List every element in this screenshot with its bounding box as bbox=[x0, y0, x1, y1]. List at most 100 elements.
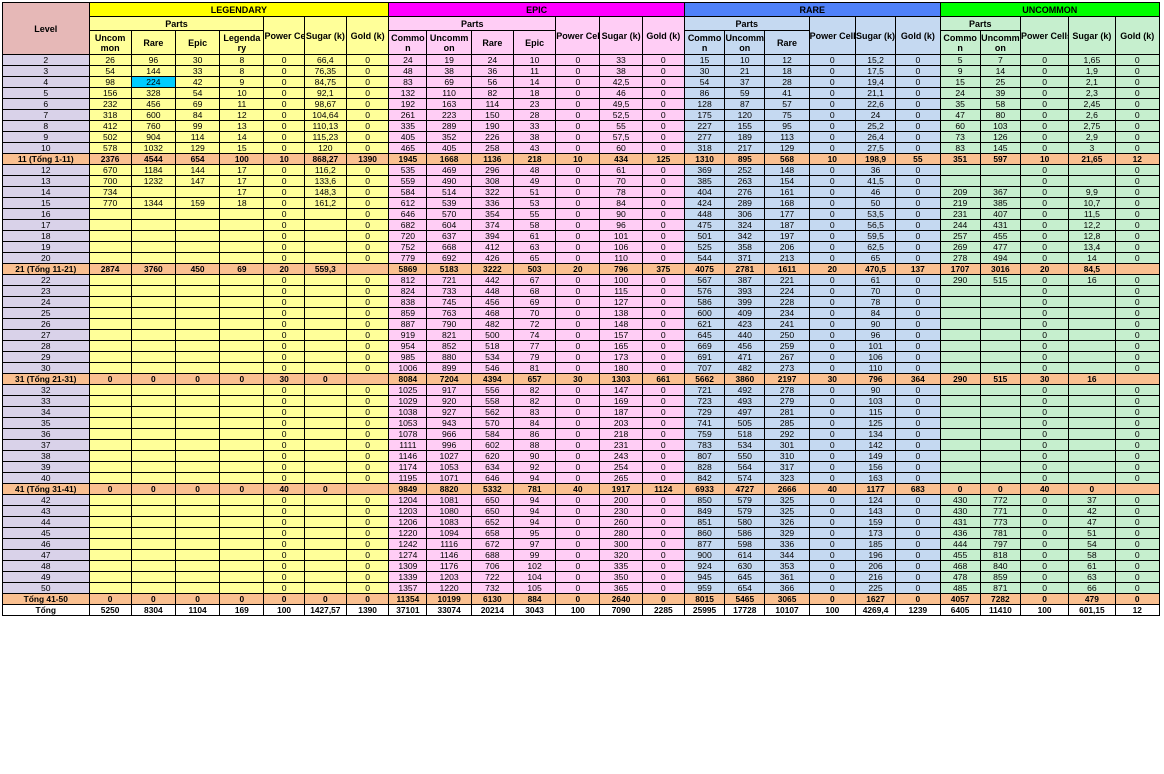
cell-epic-epic[interactable]: 43 bbox=[512, 142, 557, 154]
cell-rare-gold[interactable]: 0 bbox=[895, 340, 941, 352]
cell-leg-power-cells[interactable]: 0 bbox=[263, 461, 305, 473]
cell-unc-power-cells[interactable]: 0 bbox=[1019, 76, 1070, 88]
cell-epic-power-cells[interactable]: 0 bbox=[555, 175, 601, 187]
cell-epic-uncommon[interactable]: 637 bbox=[426, 230, 472, 242]
cell-leg-uncommon[interactable]: 2874 bbox=[88, 263, 132, 275]
cell-rare-common[interactable]: 404 bbox=[683, 186, 726, 198]
cell-leg-uncommon[interactable] bbox=[88, 571, 132, 583]
cell-unc-sugar[interactable] bbox=[1068, 285, 1116, 297]
cell-epic-sugar[interactable]: 61 bbox=[599, 164, 643, 176]
cell-epic-epic[interactable]: 58 bbox=[512, 219, 557, 231]
cell-epic-rare[interactable]: 646 bbox=[470, 472, 514, 484]
cell-leg-legendary[interactable]: 0 bbox=[219, 483, 265, 495]
cell-level[interactable]: 5 bbox=[2, 87, 90, 99]
cell-leg-rare[interactable] bbox=[130, 439, 176, 451]
cell-rare-sugar[interactable]: 24 bbox=[854, 109, 897, 121]
cell-rare-sugar[interactable]: 84 bbox=[854, 307, 897, 319]
cell-epic-power-cells[interactable]: 0 bbox=[555, 428, 601, 440]
cell-leg-epic[interactable] bbox=[174, 252, 221, 264]
cell-unc-common[interactable] bbox=[939, 450, 981, 462]
cell-leg-epic[interactable] bbox=[174, 527, 221, 539]
cell-epic-sugar[interactable]: 96 bbox=[599, 219, 643, 231]
cell-rare-rare[interactable]: 317 bbox=[764, 461, 810, 473]
cell-epic-common[interactable]: 405 bbox=[388, 131, 428, 143]
cell-level[interactable]: 23 bbox=[2, 285, 90, 297]
cell-unc-sugar[interactable]: 10,7 bbox=[1068, 197, 1116, 209]
cell-leg-rare[interactable] bbox=[130, 406, 176, 418]
cell-unc-gold[interactable]: 0 bbox=[1114, 505, 1161, 517]
cell-unc-gold[interactable] bbox=[1114, 263, 1161, 275]
cell-leg-gold[interactable]: 0 bbox=[345, 208, 390, 220]
rare-power-cells-header[interactable]: Power Cells bbox=[808, 16, 856, 55]
cell-epic-epic[interactable]: 55 bbox=[512, 208, 557, 220]
cell-leg-rare[interactable] bbox=[130, 362, 176, 374]
cell-leg-legendary[interactable] bbox=[219, 362, 265, 374]
cell-leg-rare[interactable] bbox=[130, 252, 176, 264]
cell-epic-sugar[interactable]: 218 bbox=[599, 428, 643, 440]
cell-leg-power-cells[interactable]: 0 bbox=[263, 505, 305, 517]
cell-unc-common[interactable] bbox=[939, 351, 981, 363]
cell-rare-uncommon[interactable]: 456 bbox=[724, 340, 766, 352]
cell-leg-rare[interactable]: 1032 bbox=[130, 142, 176, 154]
cell-unc-sugar[interactable] bbox=[1068, 428, 1116, 440]
cell-epic-rare[interactable]: 226 bbox=[470, 131, 514, 143]
cell-epic-sugar[interactable]: 231 bbox=[599, 439, 643, 451]
cell-leg-epic[interactable]: 0 bbox=[174, 373, 221, 385]
cell-leg-sugar[interactable] bbox=[303, 318, 347, 330]
cell-leg-uncommon[interactable]: 2376 bbox=[88, 153, 132, 165]
cell-leg-rare[interactable] bbox=[130, 384, 176, 396]
cell-unc-power-cells[interactable]: 100 bbox=[1019, 604, 1070, 616]
cell-unc-power-cells[interactable]: 0 bbox=[1019, 318, 1070, 330]
cell-rare-power-cells[interactable]: 0 bbox=[808, 230, 856, 242]
cell-epic-gold[interactable]: 0 bbox=[641, 131, 685, 143]
cell-leg-power-cells[interactable]: 10 bbox=[263, 153, 305, 165]
cell-unc-common[interactable] bbox=[939, 329, 981, 341]
cell-leg-sugar[interactable] bbox=[303, 219, 347, 231]
cell-unc-sugar[interactable]: 63 bbox=[1068, 571, 1116, 583]
cell-unc-uncommon[interactable]: 126 bbox=[979, 131, 1021, 143]
cell-rare-power-cells[interactable]: 0 bbox=[808, 527, 856, 539]
uncommon-power-cells-header[interactable]: Power Cells bbox=[1019, 16, 1070, 55]
cell-rare-power-cells[interactable]: 0 bbox=[808, 296, 856, 308]
cell-epic-sugar[interactable]: 55 bbox=[599, 120, 643, 132]
cell-unc-common[interactable] bbox=[939, 461, 981, 473]
cell-epic-uncommon[interactable]: 352 bbox=[426, 131, 472, 143]
cell-leg-power-cells[interactable]: 0 bbox=[263, 109, 305, 121]
cell-rare-uncommon[interactable]: 534 bbox=[724, 439, 766, 451]
cell-epic-epic[interactable]: 3043 bbox=[512, 604, 557, 616]
cell-level[interactable]: 35 bbox=[2, 417, 90, 429]
cell-rare-rare[interactable]: 41 bbox=[764, 87, 810, 99]
cell-unc-sugar[interactable]: 12,2 bbox=[1068, 219, 1116, 231]
cell-leg-rare[interactable] bbox=[130, 494, 176, 506]
cell-level[interactable]: 3 bbox=[2, 65, 90, 77]
cell-level[interactable]: 16 bbox=[2, 208, 90, 220]
cell-leg-gold[interactable]: 1390 bbox=[345, 153, 390, 165]
cell-leg-epic[interactable] bbox=[174, 428, 221, 440]
cell-leg-gold[interactable] bbox=[345, 373, 390, 385]
cell-leg-legendary[interactable] bbox=[219, 351, 265, 363]
cell-rare-gold[interactable]: 0 bbox=[895, 296, 941, 308]
cell-leg-legendary[interactable] bbox=[219, 472, 265, 484]
cell-rare-uncommon[interactable]: 252 bbox=[724, 164, 766, 176]
cell-rare-power-cells[interactable]: 0 bbox=[808, 54, 856, 66]
cell-leg-rare[interactable]: 3760 bbox=[130, 263, 176, 275]
cell-leg-epic[interactable]: 0 bbox=[174, 593, 221, 605]
cell-epic-uncommon[interactable]: 1220 bbox=[426, 582, 472, 594]
cell-unc-uncommon[interactable]: 0 bbox=[979, 483, 1021, 495]
cell-rare-gold[interactable]: 55 bbox=[895, 153, 941, 165]
cell-unc-common[interactable] bbox=[939, 318, 981, 330]
cell-unc-uncommon[interactable]: 58 bbox=[979, 98, 1021, 110]
cell-epic-uncommon[interactable]: 570 bbox=[426, 208, 472, 220]
cell-epic-sugar[interactable]: 335 bbox=[599, 560, 643, 572]
cell-leg-gold[interactable]: 0 bbox=[345, 593, 390, 605]
cell-leg-legendary[interactable]: 0 bbox=[219, 593, 265, 605]
cell-unc-gold[interactable]: 0 bbox=[1114, 538, 1161, 550]
cell-unc-gold[interactable]: 0 bbox=[1114, 494, 1161, 506]
cell-unc-sugar[interactable] bbox=[1068, 461, 1116, 473]
cell-unc-uncommon[interactable] bbox=[979, 340, 1021, 352]
cell-leg-gold[interactable]: 0 bbox=[345, 472, 390, 484]
cell-rare-common[interactable]: 759 bbox=[683, 428, 726, 440]
cell-leg-legendary[interactable]: 100 bbox=[219, 153, 265, 165]
uncommon-common-col[interactable]: Commo n bbox=[939, 30, 981, 55]
cell-level[interactable]: 30 bbox=[2, 362, 90, 374]
